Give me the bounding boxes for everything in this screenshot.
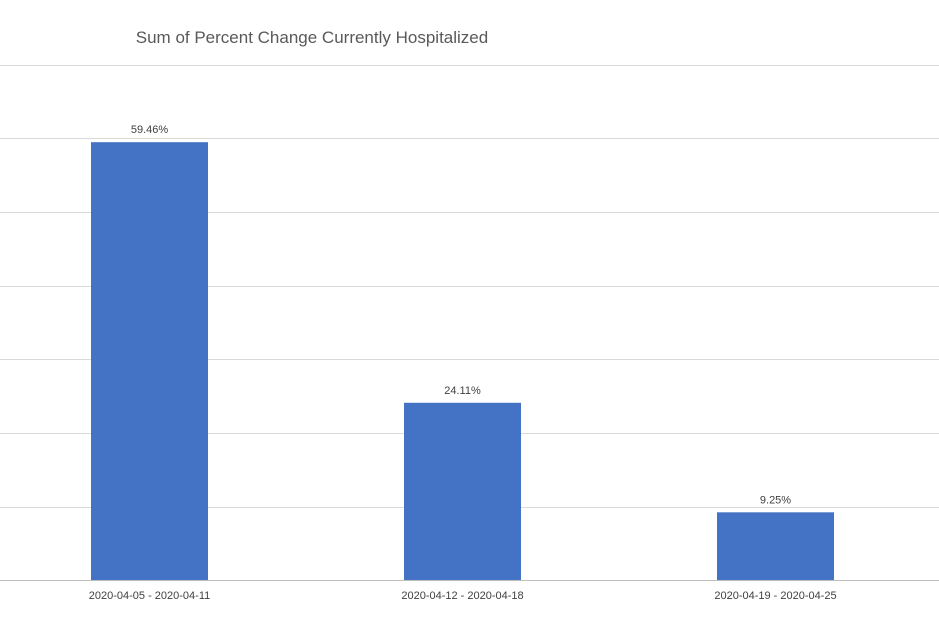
x-axis-tick-labels: 2020-04-05 - 2020-04-11 2020-04-12 - 2020…	[89, 590, 837, 602]
bar	[404, 402, 521, 581]
x-tick-label: 2020-04-12 - 2020-04-18	[401, 590, 523, 602]
bar-value-label: 59.46%	[131, 124, 169, 136]
x-tick-label: 2020-04-05 - 2020-04-11	[89, 590, 211, 602]
bar	[91, 142, 208, 581]
data-labels: 59.46% 24.11% 9.25%	[131, 124, 791, 506]
bar-value-label: 9.25%	[760, 494, 791, 506]
bar-value-label: 24.11%	[444, 385, 481, 397]
x-tick-label: 2020-04-19 - 2020-04-25	[714, 590, 836, 602]
bars	[91, 142, 834, 581]
chart-title: Sum of Percent Change Currently Hospital…	[136, 28, 488, 47]
bar	[717, 512, 834, 581]
